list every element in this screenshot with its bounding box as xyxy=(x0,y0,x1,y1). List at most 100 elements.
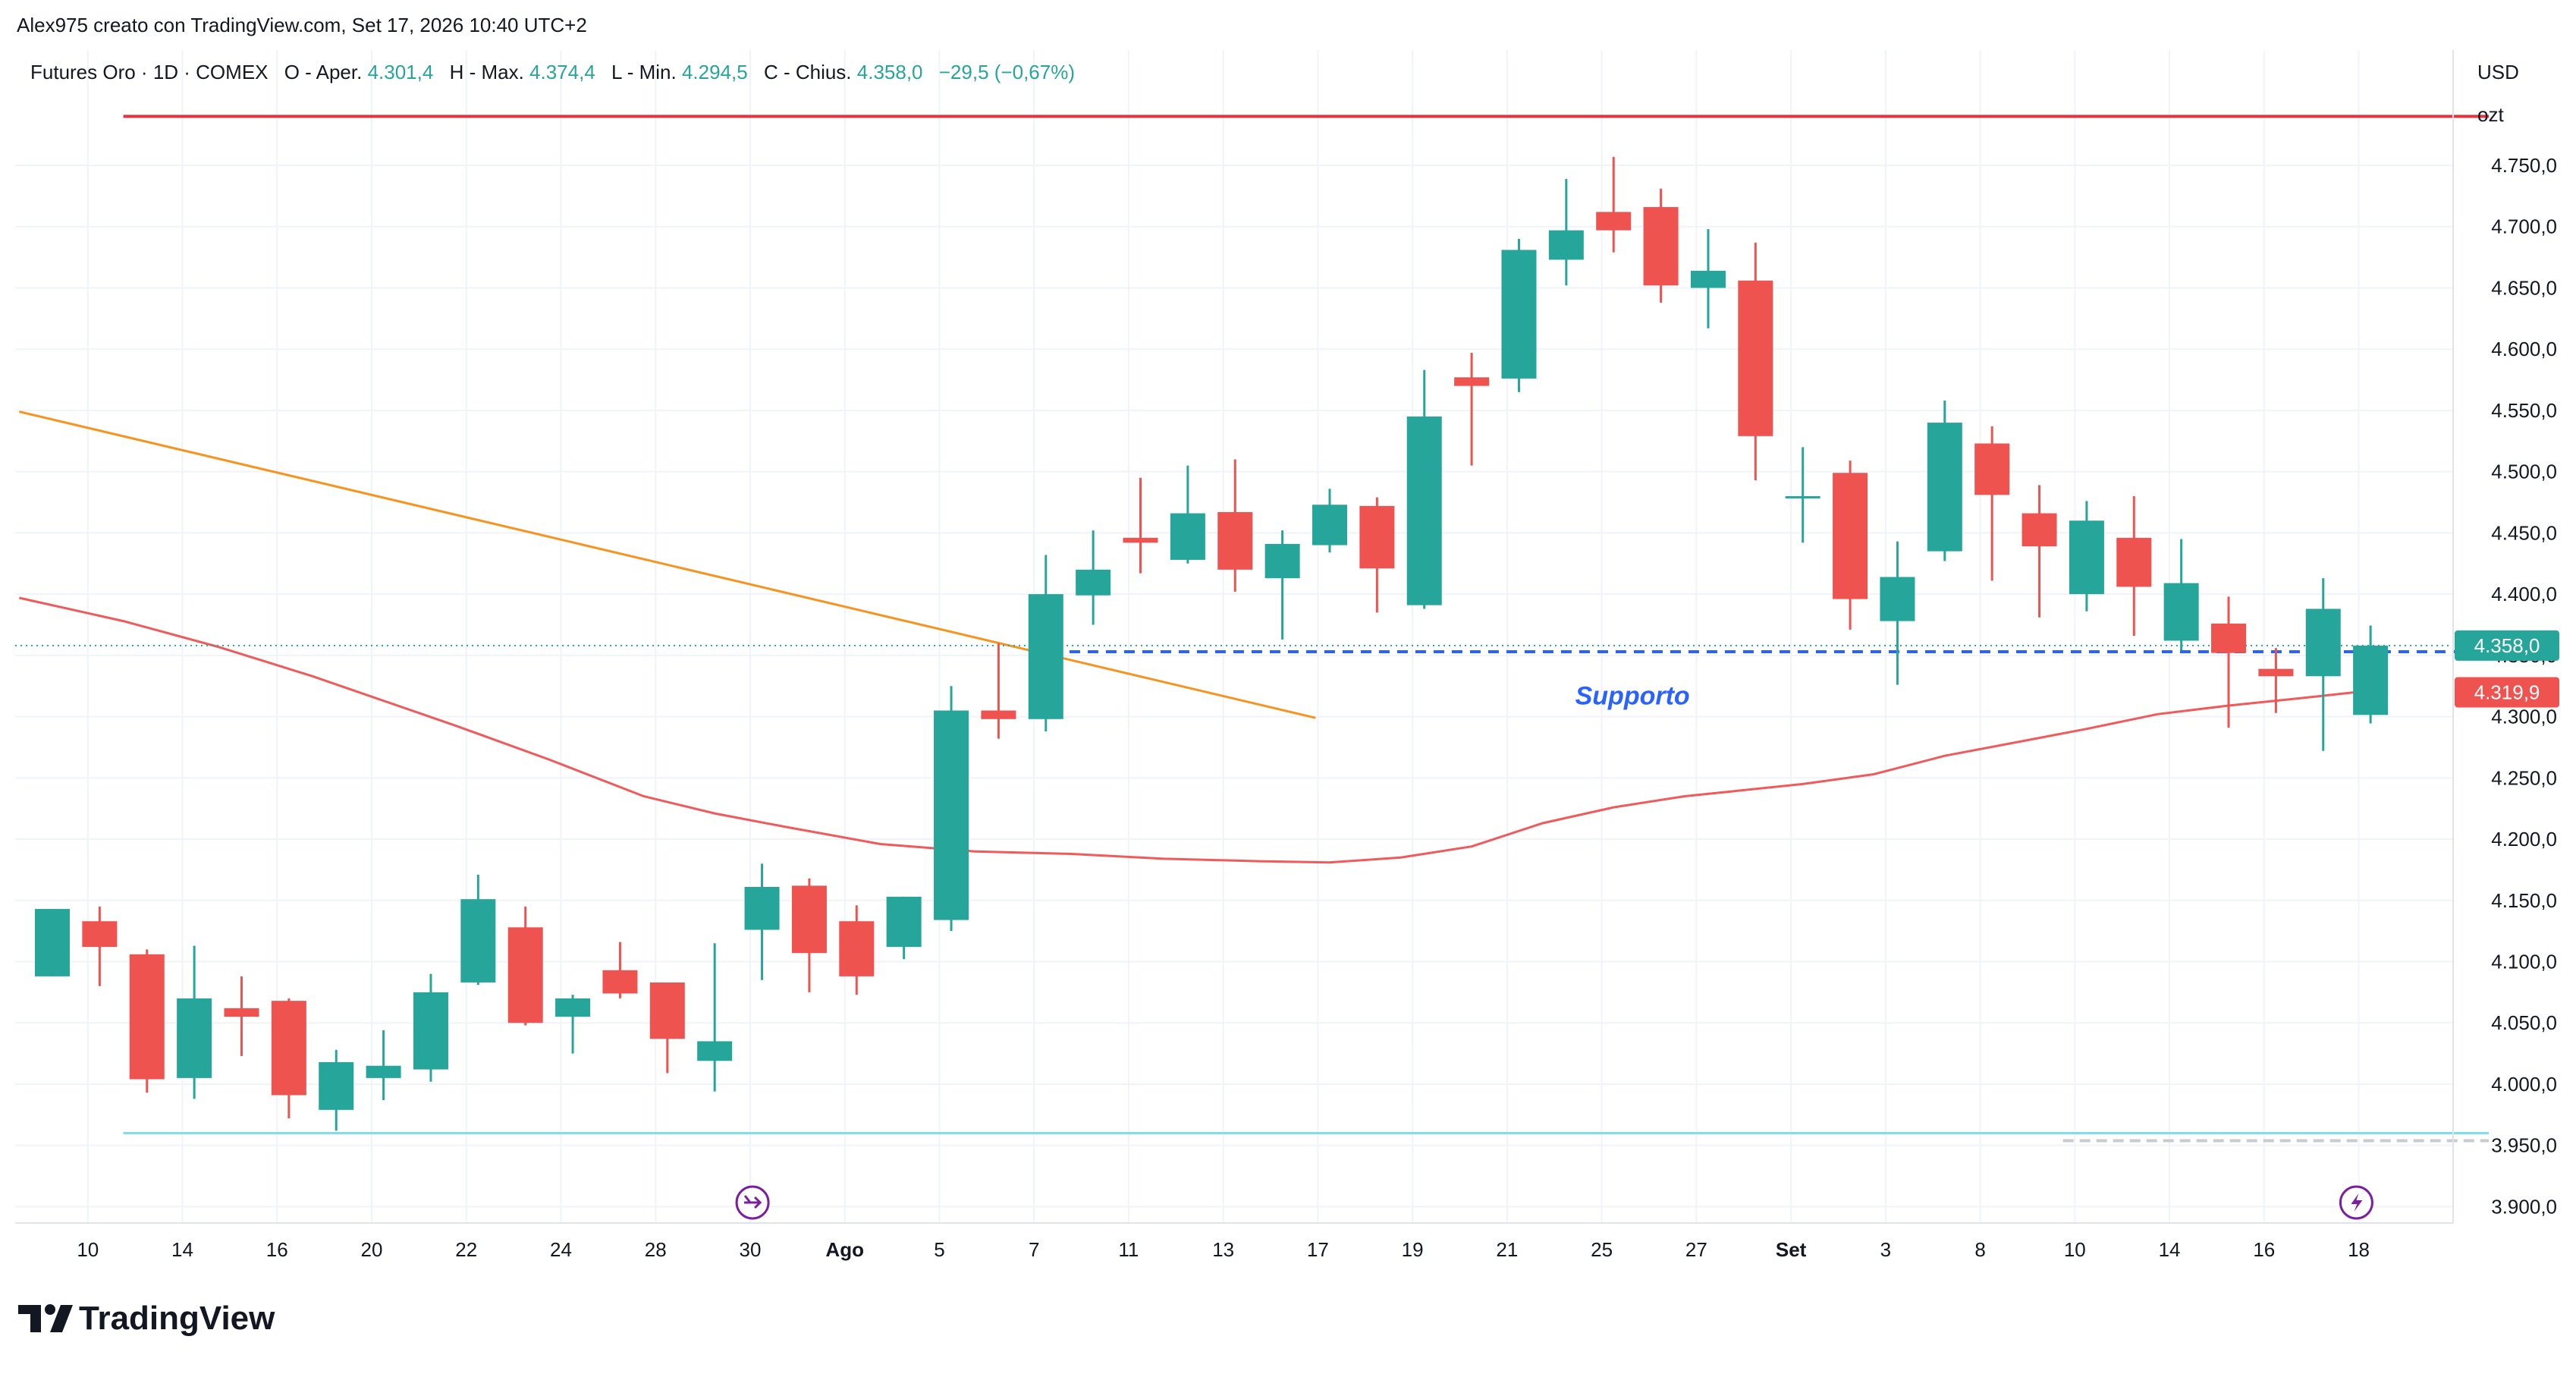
candle[interactable] xyxy=(1454,353,1490,466)
candle[interactable] xyxy=(460,874,496,986)
candle[interactable] xyxy=(934,686,969,932)
time-tick-label: 8 xyxy=(1974,1238,1985,1261)
candle-body xyxy=(1028,594,1063,719)
candle[interactable] xyxy=(649,982,685,1074)
tradingview-logo[interactable]: TradingView xyxy=(18,1300,275,1337)
candle-body xyxy=(1406,416,1442,605)
candle[interactable] xyxy=(177,945,212,1099)
price-tick-label: 4.050,0 xyxy=(2491,1011,2557,1034)
candle[interactable] xyxy=(1406,369,1442,609)
price-tick-label: 3.950,0 xyxy=(2491,1134,2557,1157)
price-tick-label: 4.000,0 xyxy=(2491,1073,2557,1096)
candle[interactable] xyxy=(271,998,306,1119)
candle[interactable] xyxy=(1217,459,1253,592)
candle-body xyxy=(413,992,448,1070)
candle[interactable] xyxy=(602,942,638,998)
candle[interactable] xyxy=(2211,596,2247,728)
legend-low-label: L - Min. xyxy=(611,61,677,83)
legend-open-value: 4.301,4 xyxy=(368,61,434,83)
candle[interactable] xyxy=(1359,497,1395,613)
time-tick-label: 20 xyxy=(361,1238,383,1261)
event-marker-glyph xyxy=(2351,1193,2363,1212)
candle[interactable] xyxy=(35,909,70,976)
candle[interactable] xyxy=(413,973,448,1082)
candle-body xyxy=(177,998,212,1078)
candle[interactable] xyxy=(507,906,543,1026)
trendline[interactable] xyxy=(18,410,1316,719)
candle-body xyxy=(366,1065,401,1078)
tradingview-logo-text: TradingView xyxy=(79,1300,275,1337)
candle-body xyxy=(1501,250,1537,379)
candle[interactable] xyxy=(1076,530,1111,625)
lightning-icon[interactable] xyxy=(2339,1185,2373,1220)
candle[interactable] xyxy=(981,643,1016,739)
candle[interactable] xyxy=(1264,530,1300,640)
ohlc-legend[interactable]: Futures Oro · 1D · COMEX O - Aper. 4.301… xyxy=(30,61,1075,83)
split-arrow-icon[interactable] xyxy=(735,1185,770,1220)
legend-close-label: C - Chius. xyxy=(764,61,852,83)
support-annotation[interactable]: Supporto xyxy=(1575,681,1690,710)
candle[interactable] xyxy=(697,943,733,1092)
legend-low-value: 4.294,5 xyxy=(682,61,748,83)
candle-body xyxy=(1217,511,1253,570)
candle[interactable] xyxy=(1123,477,1158,574)
last-price-tag[interactable]: 4.358,0 xyxy=(2455,630,2559,661)
labels-layer: Supporto 4.358,0 4.319,9 xyxy=(735,630,2559,1220)
candle[interactable] xyxy=(886,896,922,960)
candle[interactable] xyxy=(1738,242,1773,480)
candle[interactable] xyxy=(2069,501,2104,612)
candle[interactable] xyxy=(1690,228,1726,329)
candle-body xyxy=(555,998,591,1017)
candle-body xyxy=(1548,230,1584,260)
candle[interactable] xyxy=(2022,485,2057,618)
candle[interactable] xyxy=(1312,489,1347,553)
candle[interactable] xyxy=(1548,178,1584,286)
candle[interactable] xyxy=(1501,238,1537,392)
candle[interactable] xyxy=(839,905,875,995)
candle[interactable] xyxy=(1974,426,2010,581)
candle[interactable] xyxy=(2258,648,2294,713)
time-tick-label: 18 xyxy=(2348,1238,2370,1261)
time-tick-label: 13 xyxy=(1212,1238,1234,1261)
candle-body xyxy=(934,710,969,920)
candle[interactable] xyxy=(1833,461,1868,630)
candle-body xyxy=(1359,505,1395,569)
candle[interactable] xyxy=(1785,447,1820,543)
candle[interactable] xyxy=(319,1049,354,1131)
candle[interactable] xyxy=(791,878,827,992)
price-tick-label: 4.100,0 xyxy=(2491,950,2557,973)
candle-body xyxy=(649,982,685,1039)
candle-body xyxy=(1738,280,1773,436)
candle[interactable] xyxy=(1880,541,1915,685)
candle[interactable] xyxy=(2116,495,2152,637)
candle[interactable] xyxy=(2163,539,2199,651)
candle-body xyxy=(1076,569,1111,596)
candle-body xyxy=(886,896,922,948)
time-tick-label: 22 xyxy=(455,1238,477,1261)
currency-label[interactable]: USD xyxy=(2477,61,2519,83)
time-tick-label: 30 xyxy=(739,1238,761,1261)
candle[interactable] xyxy=(1170,465,1205,564)
candle[interactable] xyxy=(2353,625,2389,724)
candle-body xyxy=(1927,423,1962,552)
candle[interactable] xyxy=(2305,578,2341,751)
price-tick-label: 4.750,0 xyxy=(2491,154,2557,177)
header: Alex975 creato con TradingView.com, Set … xyxy=(17,14,1075,83)
ma-value-tag[interactable]: 4.319,9 xyxy=(2455,677,2559,708)
candle[interactable] xyxy=(224,976,259,1056)
time-tick-label: 7 xyxy=(1029,1238,1039,1261)
candle[interactable] xyxy=(555,995,591,1054)
candle[interactable] xyxy=(129,949,165,1093)
candle[interactable] xyxy=(744,863,780,980)
moving-average-line[interactable] xyxy=(18,596,2357,864)
candle[interactable] xyxy=(82,906,118,986)
candle[interactable] xyxy=(1927,401,1962,561)
time-tick-label: 14 xyxy=(171,1238,193,1261)
unit-label[interactable]: ozt xyxy=(2477,103,2504,126)
candle[interactable] xyxy=(1028,555,1063,731)
candle[interactable] xyxy=(366,1030,401,1100)
time-tick-label: 21 xyxy=(1496,1238,1518,1261)
candle[interactable] xyxy=(1596,156,1632,253)
candle[interactable] xyxy=(1643,188,1679,303)
